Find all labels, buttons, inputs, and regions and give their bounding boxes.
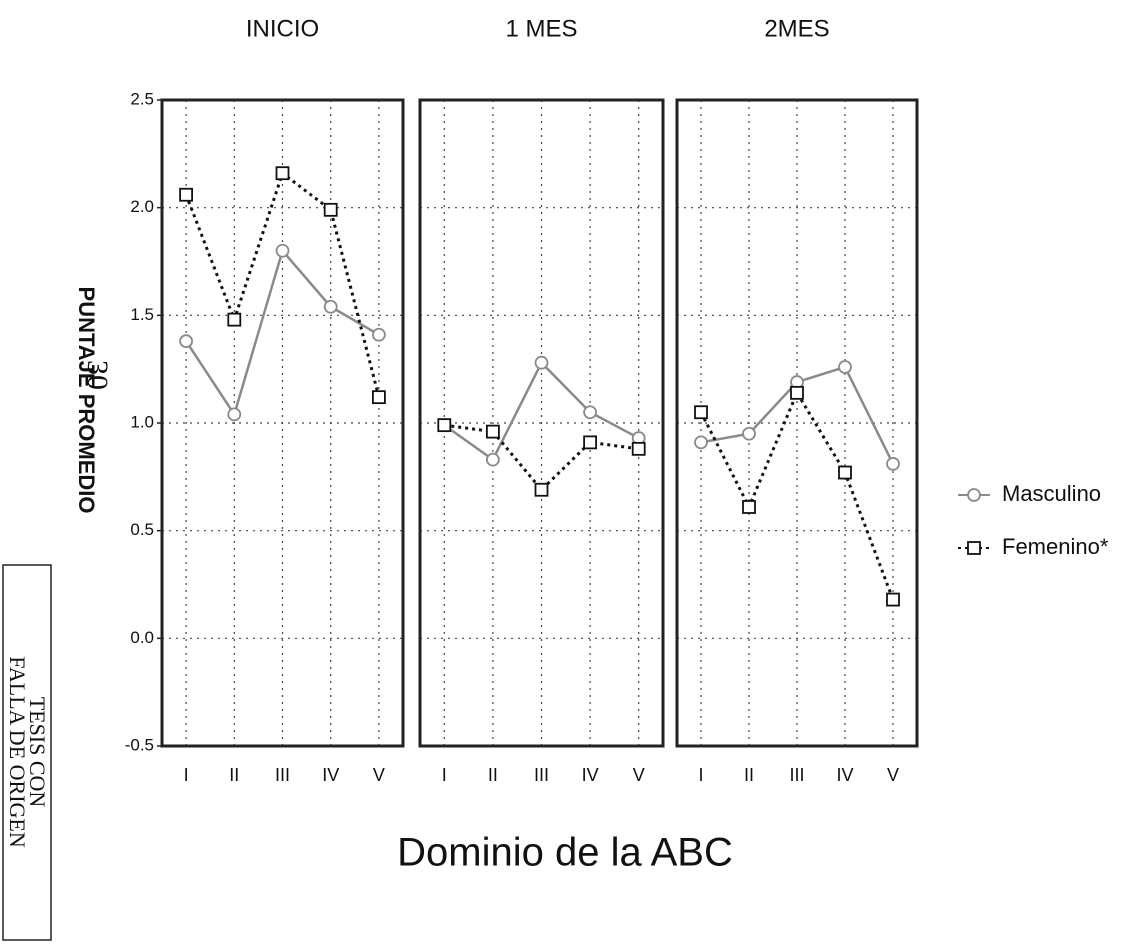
x-tick-label: V [373,765,385,785]
y-axis-label: PUNTAJE PROMEDIO [74,287,99,514]
y-tick-label: 1.5 [130,305,154,324]
data-point [371,390,386,405]
legend-label: Femenino* [1002,534,1109,559]
stamp-text: TESIS CON [25,697,50,808]
x-tick-label: II [229,765,239,785]
x-tick-label: IV [322,765,339,785]
panel-title: INICIO [246,15,319,42]
panel-frame [160,98,405,748]
x-tick-label: IV [836,765,853,785]
data-point [485,452,500,467]
x-tick-label: V [887,765,899,785]
data-point [790,385,804,400]
data-point [886,457,900,471]
data-point [631,441,646,456]
data-point [227,407,242,422]
x-tick-label: III [534,765,549,785]
legend-marker [967,488,981,502]
panel-frame [418,98,665,748]
x-tick-label: I [442,765,447,785]
x-axis-label: Dominio de la ABC [397,831,733,875]
panel-title: 1 MES [505,15,577,42]
legend-label: Masculino [1002,481,1101,506]
x-tick-label: IV [582,765,599,785]
x-tick-label: II [744,765,754,785]
x-tick-label: I [184,765,189,785]
data-point [694,435,708,450]
stamp-box [2,564,52,941]
data-point [179,187,194,202]
data-point [227,312,242,327]
x-tick-label: III [789,765,804,785]
handwritten-note: 30 [81,360,114,390]
y-tick-label: 0.5 [130,520,154,539]
data-point [371,327,386,342]
data-point [323,299,338,314]
x-tick-label: V [633,765,645,785]
data-point [485,424,500,439]
y-tick-label: 0.0 [130,628,154,647]
data-point [838,465,852,480]
y-tick-label: -0.5 [125,735,154,754]
panel-title: 2MES [764,15,829,42]
data-point [583,405,597,420]
data-point [742,500,756,514]
data-point [583,435,597,450]
data-point [886,592,900,607]
data-point [275,243,290,258]
panel-frame [675,98,919,748]
data-point [694,405,708,420]
stamp-text: FALLA DE ORIGEN [5,656,30,848]
data-point [534,482,549,497]
y-tick-label: 2.0 [130,197,154,216]
legend-marker [967,541,981,555]
y-tick-label: 2.5 [130,89,154,108]
x-tick-label: II [488,765,498,785]
data-point [534,355,549,370]
data-point [275,166,290,181]
data-point [742,426,756,441]
data-point [838,360,852,374]
x-tick-label: III [275,765,290,785]
series-line [699,389,895,601]
data-point [179,334,194,349]
y-tick-label: 1.0 [130,412,154,431]
data-point [323,202,338,217]
data-point [437,418,452,433]
x-tick-label: I [698,765,703,785]
